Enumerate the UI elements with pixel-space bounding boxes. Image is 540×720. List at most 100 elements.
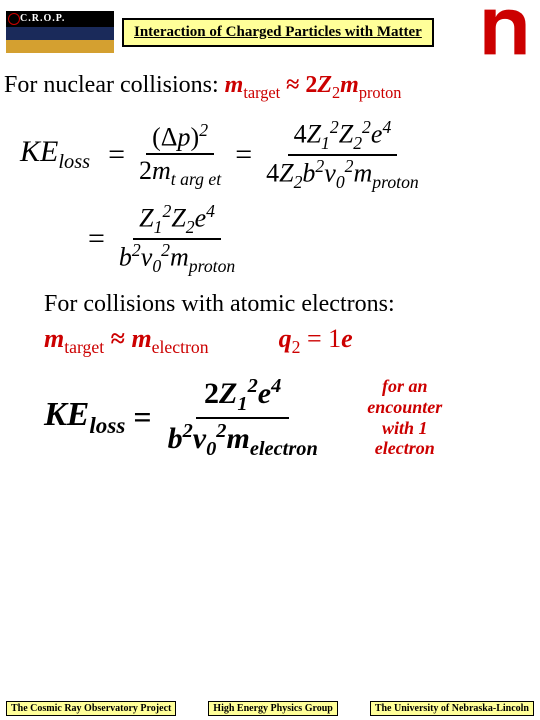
f2d-vexp: 2 [345,156,354,176]
crop-logo-text: C.R.O.P. [6,11,114,27]
note-l3: with 1 [382,418,428,438]
equals-3: = [88,222,105,256]
f2n-z1: Z [307,119,321,148]
header: C.R.O.P. Interaction of Charged Particle… [0,0,540,64]
equals-4: = [133,399,151,436]
f3d-proton: proton [189,256,235,276]
equation-2: KEloss = 2Z12e4 b2v02melectron for an en… [44,374,536,461]
var-m2: m [340,72,359,98]
nebraska-logo [476,4,534,60]
footer-left: The Cosmic Ray Observatory Project [6,701,176,716]
f2n-e: e [371,119,383,148]
l3-m2: m [131,324,151,353]
f4d-electron: electron [250,438,318,460]
frac-2: 4Z12Z22e4 4Z2b2v02mproton [260,117,425,193]
equals-2: = [235,138,252,172]
f2n-1: 1 [321,133,330,153]
f1-den-m: m [152,156,171,185]
note-l4: electron [375,438,435,458]
sub-2: 2 [332,83,340,102]
f2n-eexp: 4 [382,117,391,137]
f3d-vexp: 2 [161,240,170,260]
f4d-vexp: 2 [216,420,226,442]
l3-approx: ≈ [104,324,131,353]
f3d-v0: 0 [152,256,161,276]
l3-electron: electron [152,337,209,357]
content: For nuclear collisions: mtarget ≈ 2Z2mpr… [0,64,540,461]
loss-sub: loss [58,151,90,173]
note-l2: encounter [367,397,442,417]
frac-4: 2Z12e4 b2v02melectron [160,374,326,461]
electron-substitution-line: mtarget ≈ melectron q2 = 1e [44,324,536,358]
l3-e: e [341,324,353,353]
var-z: Z [317,72,332,98]
var-m: m [225,72,244,98]
eq3-ke: KE [44,396,89,433]
l3-eq: = 1 [300,324,341,353]
f2n-2: 2 [353,133,362,153]
f4n-z1: Z [219,377,237,410]
f4d-v0: 0 [206,438,216,460]
f3d-bexp: 2 [132,240,141,260]
l3-target: target [64,337,104,357]
f4n-eexp: 4 [271,375,281,397]
side-note: for an encounter with 1 electron [350,376,460,459]
f2d-bexp: 2 [315,156,324,176]
approx-sign: ≈ [280,72,305,98]
text-prefix: For nuclear collisions: [4,72,225,98]
f2n-z2: Z [339,119,353,148]
ke-text: KE [20,135,58,168]
eq1-lhs: KEloss [20,135,90,174]
f3n-eexp: 4 [206,201,215,221]
f4n-2: 2 [204,377,219,410]
f1-num-p: p [178,122,191,151]
f1-num-b: ) [191,122,200,151]
f2d-b: b [302,159,315,188]
sub-target: target [243,83,280,102]
f4n-1: 1 [237,393,247,415]
f1-den-a: 2 [139,156,152,185]
nuclear-collisions-line: For nuclear collisions: mtarget ≈ 2Z2mpr… [4,72,536,103]
l3-m1: m [44,324,64,353]
f1-den-sub: t arg et [171,169,221,189]
eq3-lhs: KEloss [44,396,125,440]
f2d-m: m [354,159,373,188]
eq3-loss: loss [89,413,125,439]
f3d-v: v [141,243,153,272]
footer-mid: High Energy Physics Group [208,701,338,716]
f3d-m: m [170,243,189,272]
f2d-v: v [324,159,336,188]
f4n-e1: 2 [248,375,258,397]
crop-logo: C.R.O.P. [6,11,114,53]
footer: The Cosmic Ray Observatory Project High … [0,701,540,716]
equals-1: = [108,138,125,172]
crop-logo-image [6,27,114,53]
f2n-4: 4 [294,119,307,148]
f2d-v0: 0 [336,172,345,192]
f4d-m: m [227,422,250,455]
f3n-e: e [195,204,207,233]
f2d-proton: proton [372,172,418,192]
sub-proton: proton [359,83,402,102]
f2d-4: 4 [266,159,279,188]
f3n-e1: 2 [162,201,171,221]
f1-num-exp: 2 [199,120,208,140]
f3n-z2: Z [171,204,185,233]
f4d-b: b [168,422,183,455]
note-l1: for an [382,376,428,396]
f4n-e: e [258,377,271,410]
f2n-e2: 2 [362,117,371,137]
f3n-2: 2 [186,217,195,237]
equation-1: KEloss = (Δp)2 2mt arg et = 4Z12Z22e4 4Z… [20,117,536,277]
f3n-z1: Z [139,204,153,233]
f2d-z2: Z [279,159,293,188]
frac-3: Z12Z2e4 b2v02mproton [113,201,241,277]
f3d-b: b [119,243,132,272]
l3-q: q [279,324,292,353]
f4d-v: v [193,422,206,455]
const-2: 2 [305,72,317,98]
f2n-e1: 2 [330,117,339,137]
frac-1: (Δp)2 2mt arg et [133,120,227,190]
f4d-bexp: 2 [183,420,193,442]
page-title: Interaction of Charged Particles with Ma… [122,18,434,47]
